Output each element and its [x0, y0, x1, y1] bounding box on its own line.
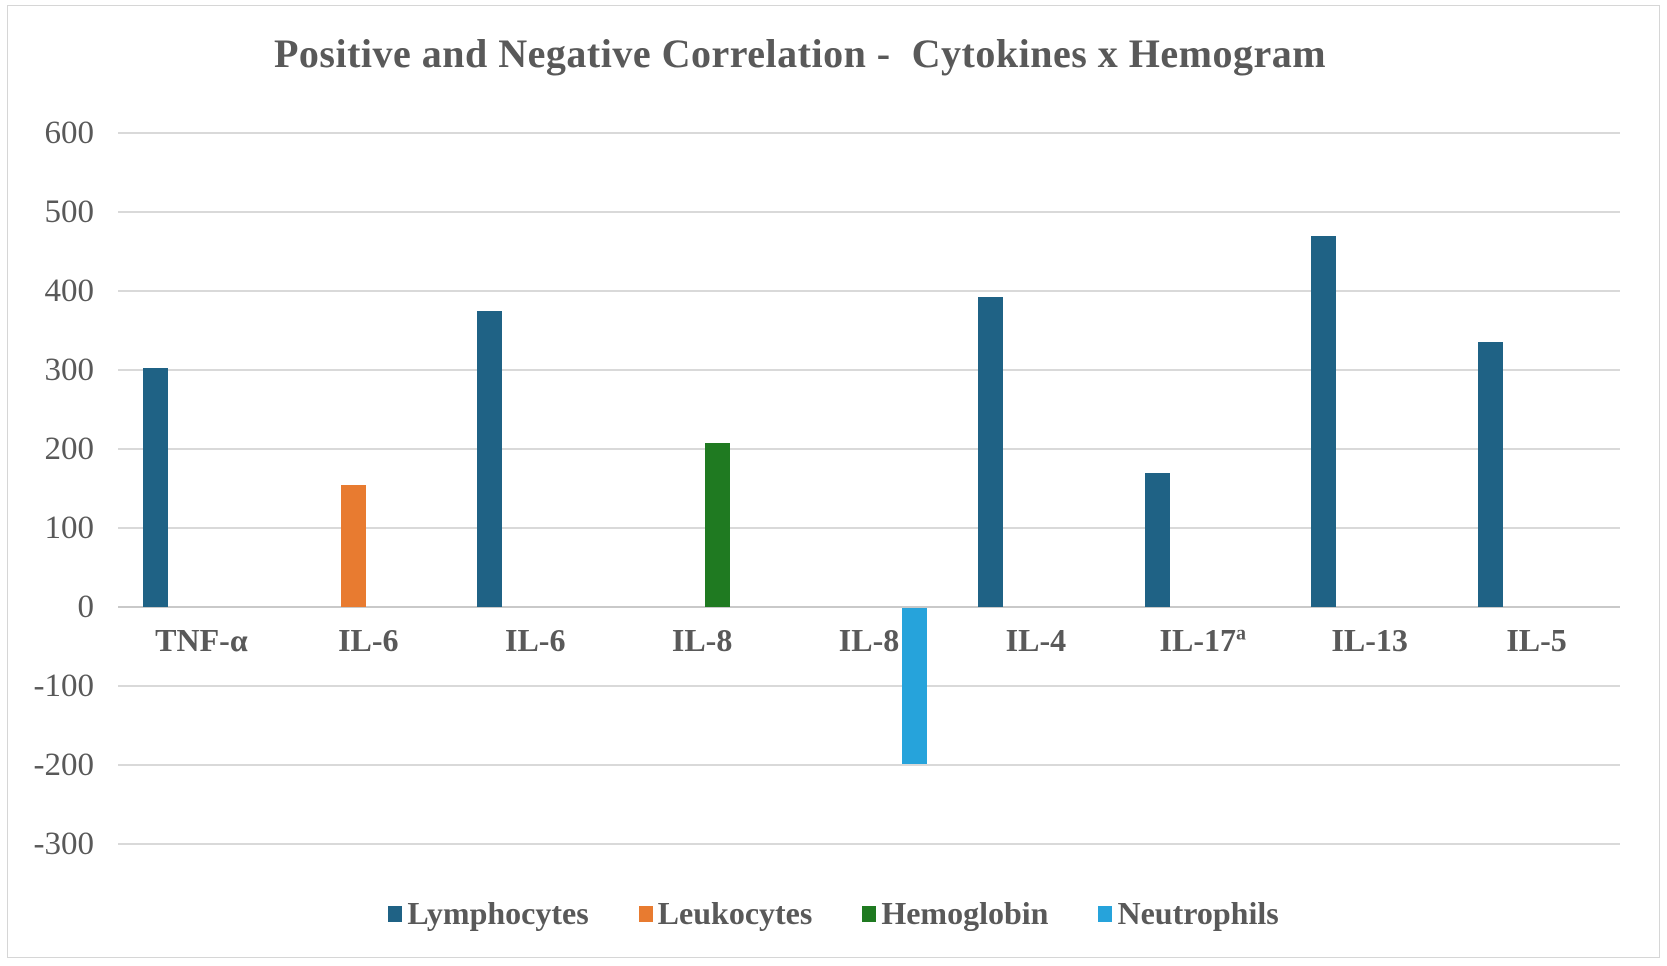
gridline: [118, 369, 1620, 371]
x-axis-category-label: TNF-α: [155, 622, 248, 658]
category-superscript: a: [1235, 622, 1246, 645]
legend: Lymphocytes Leukocytes Hemoglobin Neutrophi…: [0, 895, 1667, 932]
legend-label: Neutrophils: [1117, 895, 1279, 931]
gridline: [118, 290, 1620, 292]
x-axis-category-label: IL-5: [1506, 622, 1567, 658]
legend-label: Hemoglobin: [881, 895, 1049, 931]
gridline: [118, 448, 1620, 450]
x-axis-category-label: IL-13: [1331, 622, 1408, 658]
y-axis-tick-label: 600: [44, 115, 95, 151]
gridline: [118, 764, 1620, 766]
legend-label: Leukocytes: [657, 895, 813, 931]
x-axis-category-label: IL-8: [838, 622, 900, 658]
chart-title: Positive and Negative Correlation - Cyto…: [273, 31, 1327, 76]
x-axis-category-label: IL-6: [338, 622, 399, 658]
bar-il-13-lymphocytes: [1311, 235, 1337, 607]
legend-item-lymphocytes: Lymphocytes: [388, 895, 589, 932]
gridline: [118, 527, 1620, 529]
bar-il-17-lymphocytes: [1144, 472, 1170, 607]
chart-border: [7, 5, 1660, 958]
bar-il-5-lymphocytes: [1478, 342, 1504, 607]
y-axis-tick-label: -200: [33, 747, 95, 783]
legend-label: Lymphocytes: [407, 895, 589, 931]
x-axis-category-label: IL-4: [1005, 622, 1067, 658]
y-axis-tick-label: -300: [33, 826, 95, 862]
y-axis-tick-label: -100: [33, 668, 95, 704]
y-axis-tick-label: 500: [44, 194, 95, 230]
y-axis-tick-label: 400: [44, 273, 95, 309]
legend-item-hemoglobin: Hemoglobin: [862, 895, 1048, 932]
gridline: [118, 211, 1620, 213]
y-axis-tick-label: 0: [77, 589, 95, 625]
zero-axis-line: [118, 606, 1620, 608]
x-axis-category-label: IL-6: [504, 622, 566, 658]
legend-marker-icon: [862, 905, 877, 922]
y-axis-tick-label: 200: [44, 431, 95, 467]
bar-il-8-hemoglobin: [704, 442, 730, 607]
bar-il-8-neutrophils: [902, 608, 928, 765]
legend-marker-icon: [638, 905, 653, 922]
x-axis-category-label: IL-17a: [1159, 622, 1246, 658]
bar-il-6-leukocytes: [340, 484, 366, 607]
x-axis-category-label: IL-8: [671, 622, 733, 658]
legend-item-neutrophils: Neutrophils: [1098, 895, 1279, 932]
legend-marker-icon: [1098, 905, 1113, 922]
bar-il-6-lymphocytes: [476, 310, 502, 607]
bar-tnf-α-lymphocytes: [143, 367, 169, 607]
y-axis-tick-label: 100: [44, 510, 95, 546]
y-axis-tick-label: 300: [44, 352, 95, 388]
gridline: [118, 843, 1620, 845]
gridline: [118, 132, 1620, 134]
bar-il-4-lymphocytes: [977, 297, 1003, 607]
gridline: [118, 685, 1620, 687]
legend-item-leukocytes: Leukocytes: [638, 895, 813, 932]
legend-marker-icon: [388, 905, 403, 922]
